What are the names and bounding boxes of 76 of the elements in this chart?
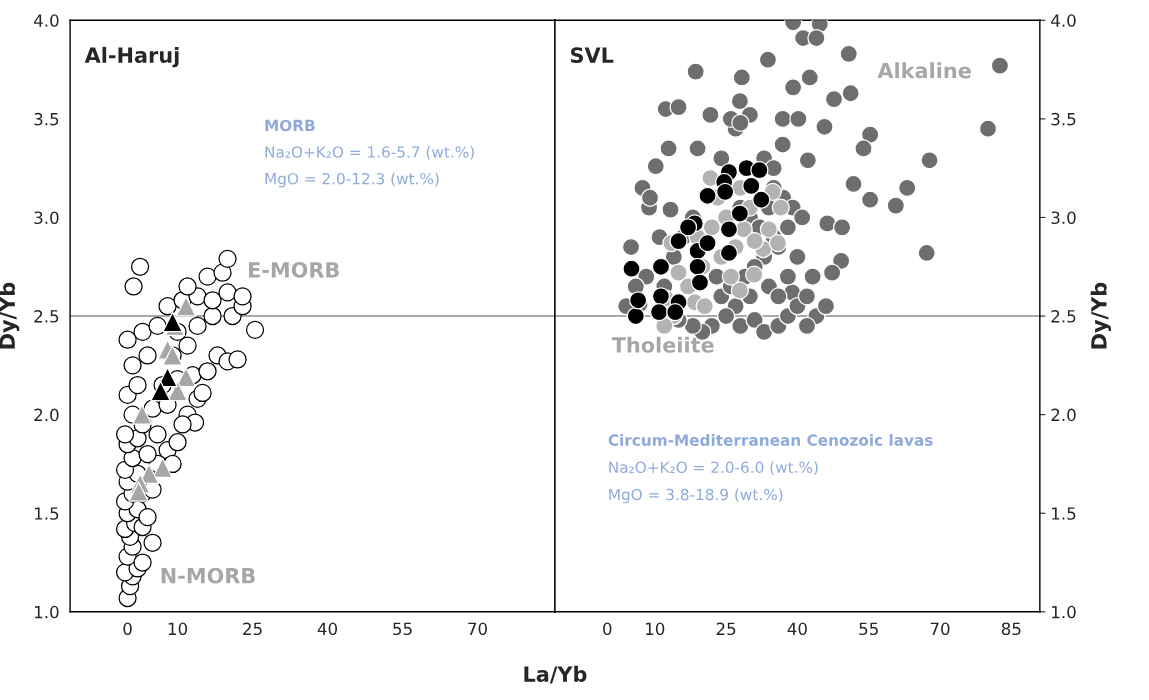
y-tick-label: 2.5	[34, 310, 59, 323]
point	[649, 302, 669, 322]
point	[742, 176, 761, 196]
point	[150, 380, 171, 402]
point	[719, 220, 739, 239]
point	[752, 190, 771, 209]
y-axis-title: Dy/Yb	[1090, 282, 1111, 349]
annotation: MgO = 3.8-18.9 (wt.%)	[609, 488, 783, 504]
point	[688, 257, 707, 276]
x-tick-label: 55	[393, 622, 412, 636]
annotation: N-MORB	[161, 567, 255, 584]
x-tick-label: 40	[317, 622, 338, 636]
point	[669, 263, 688, 282]
point	[716, 182, 735, 201]
point	[690, 273, 710, 292]
y-tick-label: 3.5	[1051, 112, 1076, 126]
point	[175, 295, 197, 317]
x-axis-title: La/Yb	[524, 665, 587, 684]
y-tick-label: 3.0	[34, 211, 59, 225]
x-tick-label: 25	[716, 622, 736, 636]
x-tick-label: 85	[1001, 622, 1021, 636]
y-tick-label: 4.0	[1051, 14, 1076, 27]
point	[128, 481, 149, 502]
point	[651, 287, 671, 306]
point	[698, 233, 717, 253]
point	[669, 231, 688, 251]
point	[167, 380, 188, 402]
annotation: Na₂O+K₂O = 2.0-6.0 (wt.%)	[609, 461, 818, 475]
point	[730, 281, 750, 300]
x-tick-label: 70	[930, 622, 950, 636]
x-tick-label: 0	[603, 622, 612, 636]
point	[730, 204, 750, 223]
point	[721, 267, 740, 286]
x-tick-label: 0	[123, 622, 132, 636]
x-tick-label: 40	[787, 622, 807, 636]
point	[695, 297, 714, 316]
point	[629, 291, 648, 310]
text: SVL	[571, 47, 614, 64]
x-tick-label: 25	[243, 622, 262, 636]
y-tick-label: 2.0	[34, 408, 59, 422]
annotation: E-MORB	[248, 261, 339, 278]
y-tick-label: 3.5	[34, 112, 59, 126]
point	[152, 457, 173, 479]
point	[745, 231, 764, 251]
point	[651, 257, 671, 276]
annotation: MgO = 2.0-12.3 (wt.%)	[265, 172, 439, 188]
y-tick-label: 3.0	[1051, 211, 1076, 225]
point	[678, 218, 698, 237]
point	[622, 259, 641, 278]
y-tick-label: 1.5	[35, 507, 59, 520]
y-tick-label: 1.0	[1052, 605, 1076, 619]
point	[131, 404, 153, 425]
y-tick-label: 2.5	[1051, 310, 1076, 323]
annotation: MORB	[265, 119, 315, 132]
point	[745, 265, 764, 284]
annotation: Tholeiite	[611, 336, 714, 353]
point	[702, 218, 721, 237]
y-tick-label: 1.0	[35, 605, 59, 619]
x-tick-label: 10	[646, 622, 665, 636]
y-tick-label: 2.0	[1051, 408, 1076, 422]
point	[626, 306, 645, 326]
x-tick-label: 70	[468, 622, 487, 636]
annotation: Circum-Mediterranean Cenozoic lavas	[608, 434, 933, 446]
point	[750, 161, 769, 180]
annotation: Na₂O+K₂O = 1.6-5.7 (wt.%)	[265, 146, 474, 160]
y-tick-label: 4.0	[33, 14, 59, 27]
point	[698, 186, 717, 205]
point	[759, 220, 779, 239]
y-tick-label: 1.5	[1052, 507, 1076, 520]
x-tick-label: 10	[168, 622, 188, 636]
annotation: Alkaline	[877, 62, 971, 79]
point	[768, 233, 788, 253]
x-tick-label: 55	[859, 622, 878, 636]
point	[719, 243, 739, 263]
text: Al-Haruj	[84, 46, 179, 68]
point	[771, 198, 790, 217]
